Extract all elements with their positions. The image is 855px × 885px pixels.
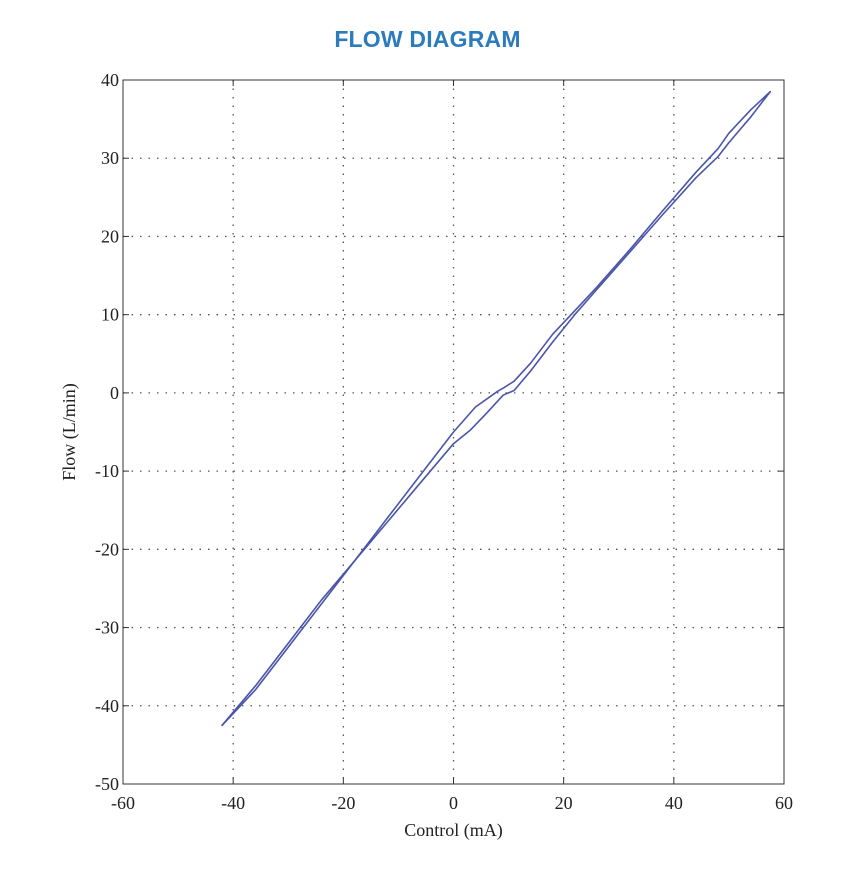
x-tick-labels: -60 -40 -20 0 20 40 60 bbox=[111, 793, 793, 813]
y-tick-label: 30 bbox=[101, 148, 119, 168]
y-tick-label: 0 bbox=[110, 383, 119, 403]
x-tick-label: 0 bbox=[449, 793, 458, 813]
x-tick-label: 20 bbox=[555, 793, 573, 813]
x-tick-label: 60 bbox=[775, 793, 793, 813]
y-tick-label: 20 bbox=[101, 226, 119, 246]
series-line-2 bbox=[221, 90, 771, 727]
x-tick-label: -60 bbox=[111, 793, 135, 813]
y-tick-label: 40 bbox=[101, 70, 119, 90]
series-group bbox=[221, 90, 771, 727]
y-tick-label: -30 bbox=[95, 618, 119, 638]
y-tick-labels: -50 -40 -30 -20 -10 0 10 20 30 40 bbox=[95, 70, 119, 794]
y-tick-label: 10 bbox=[101, 305, 119, 325]
x-tick-label: 40 bbox=[665, 793, 683, 813]
y-axis-label: Flow (L/min) bbox=[59, 383, 80, 481]
chart-title: FLOW DIAGRAM bbox=[334, 26, 521, 52]
x-tick-label: -40 bbox=[221, 793, 245, 813]
y-tick-label: -20 bbox=[95, 539, 119, 559]
x-axis-label: Control (mA) bbox=[404, 820, 503, 841]
y-tick-label: -10 bbox=[95, 461, 119, 481]
x-tick-label: -20 bbox=[331, 793, 355, 813]
y-tick-label: -50 bbox=[95, 774, 119, 794]
axes-frame bbox=[122, 79, 785, 785]
grid-lines bbox=[123, 80, 784, 784]
y-tick-label: -40 bbox=[95, 696, 119, 716]
